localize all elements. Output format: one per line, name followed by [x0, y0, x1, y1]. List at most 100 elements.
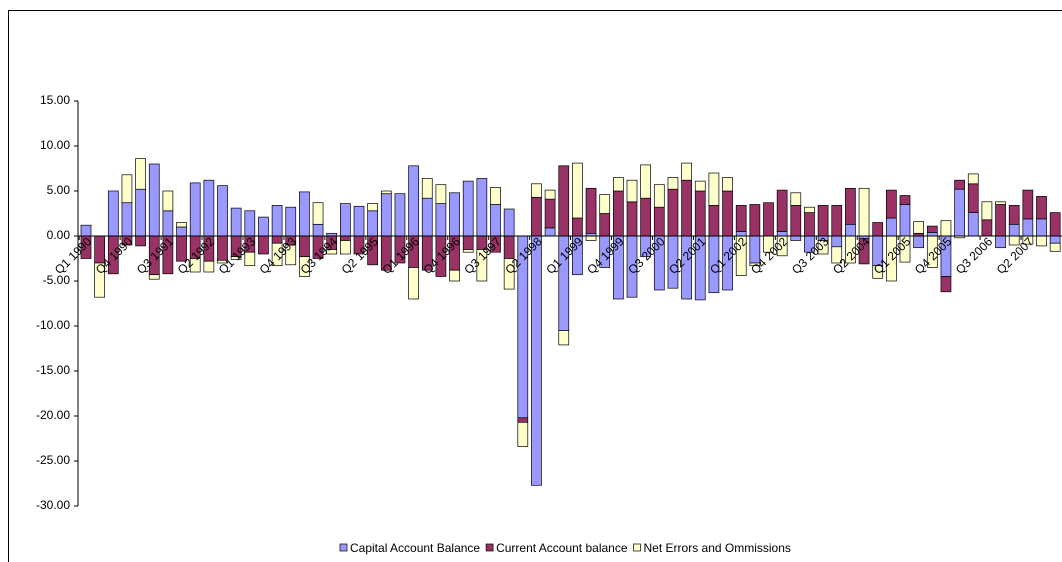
bar [503, 208, 515, 237]
bar [954, 188, 965, 237]
bar [135, 235, 146, 247]
bar [135, 158, 146, 190]
bar [776, 189, 788, 232]
bar [817, 205, 829, 237]
bar [80, 224, 92, 237]
bar [872, 222, 884, 237]
bar [1008, 223, 1020, 237]
bar [708, 205, 720, 237]
bar [544, 189, 556, 200]
bar [926, 232, 938, 237]
bar [640, 197, 652, 237]
bar [995, 204, 1006, 237]
bar [176, 222, 187, 228]
bar [244, 251, 256, 267]
bar [203, 179, 215, 237]
y-tick-label: -5.00 [43, 273, 71, 287]
bar [449, 192, 460, 237]
bar [340, 240, 351, 255]
legend-swatch [339, 543, 348, 552]
bar [708, 172, 720, 206]
bar [462, 249, 474, 253]
bar [722, 190, 733, 237]
bar [1022, 189, 1034, 220]
bar [612, 190, 624, 237]
bar [981, 201, 993, 221]
bar [490, 204, 501, 237]
y-tick-label: -10.00 [36, 318, 70, 332]
bar [189, 258, 201, 273]
bar [189, 182, 201, 237]
legend-label: Current Account balance [496, 541, 628, 555]
bar [299, 235, 310, 258]
bar [435, 184, 447, 204]
bar [271, 242, 283, 267]
bar [299, 256, 310, 277]
bar [995, 201, 1006, 205]
bar [694, 190, 706, 237]
bar [626, 201, 638, 237]
bar [462, 235, 474, 250]
bar [1049, 235, 1061, 244]
bar [558, 330, 570, 346]
y-tick-label: 5.00 [47, 183, 71, 197]
bar [926, 225, 938, 233]
bar [258, 216, 269, 237]
bar [449, 269, 460, 282]
bar [544, 227, 556, 237]
bar [653, 184, 665, 208]
bar [940, 220, 952, 237]
bar [135, 188, 146, 237]
bar [476, 178, 488, 237]
bar [831, 205, 843, 237]
bar [954, 179, 965, 190]
bar [735, 205, 747, 232]
bar [967, 173, 979, 185]
bar [845, 187, 856, 225]
bar [899, 204, 911, 237]
bar [572, 217, 583, 237]
bar [531, 183, 542, 198]
bar [681, 179, 692, 237]
bar [885, 217, 897, 237]
bar [517, 421, 529, 447]
bar [340, 235, 351, 241]
bar [394, 193, 406, 237]
bar [558, 165, 570, 237]
bar [831, 235, 843, 248]
bar [790, 235, 802, 241]
bar [981, 219, 993, 237]
bar [312, 223, 324, 237]
bar [148, 163, 160, 237]
bar [271, 205, 283, 237]
bar [995, 235, 1006, 249]
bar [749, 204, 761, 237]
bar [804, 206, 815, 213]
y-tick-label: -15.00 [36, 363, 70, 377]
bar [899, 195, 911, 205]
bar [421, 178, 433, 199]
bar [217, 185, 228, 237]
bar [790, 192, 802, 206]
bar [121, 174, 133, 204]
y-tick-label: 0.00 [47, 228, 71, 242]
bar [1036, 235, 1047, 247]
bar [612, 177, 624, 192]
bar [1036, 196, 1047, 220]
bar [1036, 218, 1047, 237]
bar [913, 221, 925, 234]
bar [544, 198, 556, 229]
bar [749, 262, 761, 267]
bar [940, 276, 952, 293]
bar [531, 196, 542, 237]
bar [244, 210, 256, 237]
bar [763, 202, 774, 237]
bar [694, 180, 706, 192]
y-tick-label: -20.00 [36, 408, 70, 422]
bar [967, 212, 979, 237]
bar [1049, 212, 1061, 237]
bar [203, 260, 215, 273]
bar [490, 187, 501, 205]
bar [217, 259, 228, 264]
